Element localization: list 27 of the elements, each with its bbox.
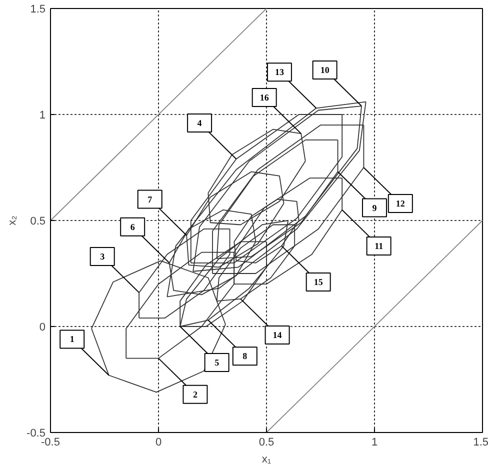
annotation: 10 — [320, 64, 330, 75]
y-tick-label: 0.5 — [30, 216, 46, 228]
annotation: 4 — [197, 118, 202, 128]
y-axis-title: x₂ — [6, 216, 19, 226]
y-tick-label: 0 — [39, 322, 46, 334]
annotation: 15 — [314, 276, 324, 287]
x-tick-label: 1 — [371, 436, 378, 448]
x-tick-label: 0.5 — [258, 436, 274, 448]
annotation: 8 — [242, 351, 248, 362]
annotation: 6 — [130, 222, 136, 232]
annotation: 5 — [214, 358, 220, 368]
annotation: 3 — [100, 252, 106, 262]
annotation: 9 — [372, 202, 378, 213]
annotation: 7 — [148, 194, 153, 204]
x-tick-label: 0 — [155, 436, 162, 448]
annotation: 1 — [70, 334, 75, 344]
y-tick-label: -0.5 — [26, 428, 46, 440]
y-tick-label: 1.5 — [30, 4, 46, 16]
annotation: 14 — [272, 330, 282, 340]
annotation: 2 — [192, 389, 198, 400]
x-axis-title: x₁ — [262, 454, 272, 466]
x-tick-label: 1.5 — [473, 436, 488, 448]
annotation: 11 — [374, 240, 384, 251]
annotation: 16 — [260, 92, 270, 103]
annotation: 13 — [274, 67, 284, 78]
y-tick-label: 1 — [39, 110, 46, 122]
annotation: 12 — [396, 198, 406, 209]
